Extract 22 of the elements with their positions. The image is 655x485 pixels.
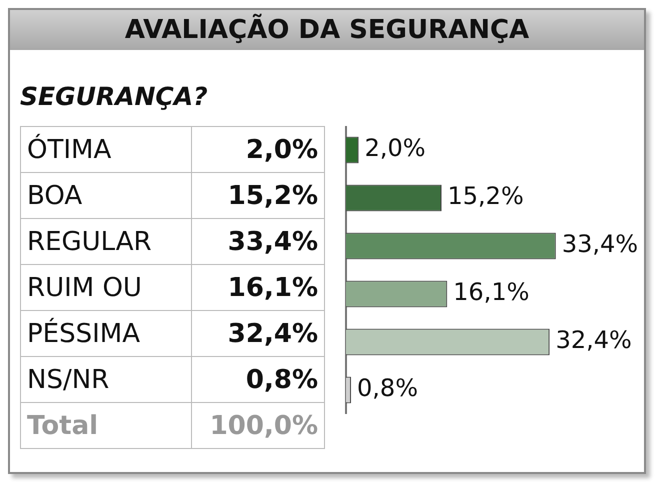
y-tick-label: ÓTIMA: [20, 126, 192, 172]
data-label: 0,8%: [192, 356, 324, 402]
data-label: 16,1%: [192, 264, 324, 310]
y-tick-label: PÉSSIMA: [20, 310, 192, 356]
y-tick-label: BOA: [20, 172, 192, 218]
text: 0,8%: [357, 374, 418, 402]
data-label: 2,0%: [192, 126, 324, 172]
text: 100,0%: [192, 402, 324, 448]
text: Total: [20, 402, 192, 448]
text: SEGURANÇA?: [20, 82, 208, 111]
chart-title: AVALIAÇÃO DA SEGURANÇA: [10, 10, 644, 50]
y-tick-label: NS/NR: [20, 356, 192, 402]
y-tick-label: RUIM OU: [20, 264, 192, 310]
y-tick-label: REGULAR: [20, 218, 192, 264]
text: 2,0%: [364, 134, 426, 162]
data-label: 15,2%: [192, 172, 324, 218]
text: 32,4%: [556, 326, 632, 354]
text: 33,4%: [562, 230, 638, 258]
text: 15,2%: [448, 182, 524, 210]
text: 16,1%: [453, 278, 530, 306]
data-label: 32,4%: [192, 310, 324, 356]
data-label: 33,4%: [192, 218, 324, 264]
